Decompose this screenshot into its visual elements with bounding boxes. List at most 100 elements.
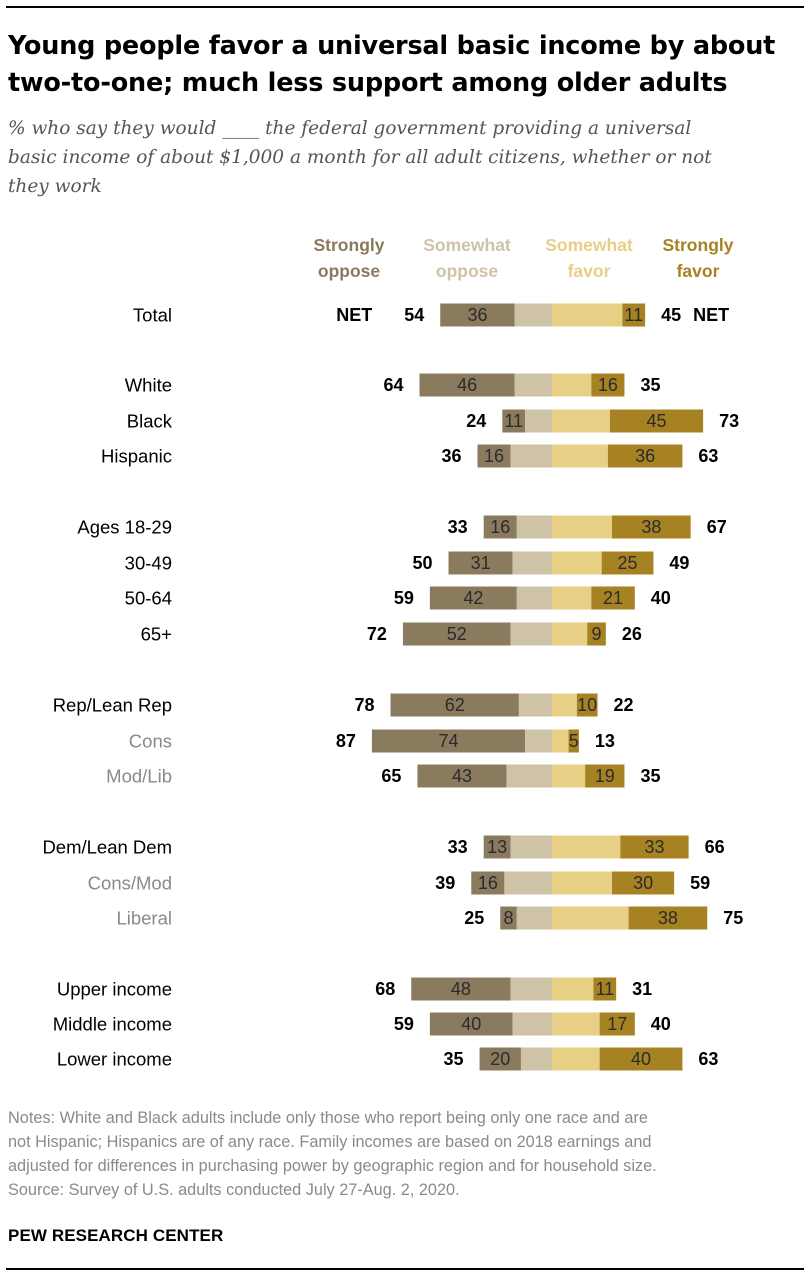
bar-strongly-oppose [483, 515, 517, 539]
bar-somewhat-favor [552, 871, 613, 895]
bar-strongly-oppose [471, 871, 505, 895]
data-label-strongly-favor: 19 [595, 766, 615, 786]
bar-strongly-favor [593, 977, 617, 1001]
bar-strongly-oppose [479, 1047, 521, 1071]
row-label: 65+ [141, 624, 172, 645]
bar-strongly-oppose [448, 551, 513, 575]
net-favor-value: 66 [705, 837, 725, 857]
bar-somewhat-oppose [510, 622, 552, 646]
net-favor-value: 13 [595, 731, 615, 751]
net-favor-value: 73 [719, 411, 739, 431]
legend-somewhat-favor-label: favor [568, 261, 611, 281]
data-label-strongly-favor: 16 [598, 375, 618, 395]
bar-strongly-favor [599, 1047, 683, 1071]
legend-strongly-oppose-label: Strongly [314, 235, 385, 255]
net-oppose-value: 24 [466, 411, 486, 431]
data-label-strongly-oppose: 31 [471, 553, 491, 573]
data-label-strongly-oppose: 42 [463, 588, 483, 608]
data-label-strongly-favor: 30 [633, 873, 653, 893]
net-oppose-value: 33 [448, 837, 468, 857]
data-label-strongly-oppose: 16 [490, 517, 510, 537]
bar-strongly-oppose [417, 764, 507, 788]
data-label-strongly-oppose: 13 [487, 837, 507, 857]
row-label: Lower income [57, 1049, 172, 1070]
bar-somewhat-oppose [512, 551, 552, 575]
bar-strongly-favor [622, 303, 646, 327]
bar-somewhat-oppose [516, 586, 552, 610]
bar-strongly-favor [585, 764, 625, 788]
bar-somewhat-oppose [520, 1047, 552, 1071]
bar-somewhat-favor [552, 1012, 600, 1036]
net-favor-value: 75 [723, 908, 743, 928]
brand-name: PEW RESEARCH CENTER [8, 1226, 224, 1245]
bar-strongly-oppose [429, 586, 517, 610]
bar-strongly-oppose [419, 373, 515, 397]
bar-strongly-oppose [411, 977, 511, 1001]
net-oppose-value: 35 [444, 1049, 464, 1069]
bar-strongly-favor [587, 622, 606, 646]
bar-somewhat-favor [552, 764, 586, 788]
data-label-strongly-favor: 38 [641, 517, 661, 537]
bar-strongly-oppose [483, 835, 511, 859]
data-label-strongly-favor: 33 [644, 837, 664, 857]
net-oppose-value: 72 [367, 624, 387, 644]
bar-somewhat-oppose [510, 444, 552, 468]
net-oppose-value: 68 [375, 979, 395, 999]
data-label-strongly-favor: 40 [631, 1049, 651, 1069]
bar-strongly-favor [620, 835, 689, 859]
legend-strongly-favor-label: Strongly [663, 235, 734, 255]
net-favor-value: 35 [640, 766, 660, 786]
net-oppose-value: 59 [394, 588, 414, 608]
bar-strongly-favor [607, 444, 683, 468]
data-label-strongly-oppose: 40 [461, 1014, 481, 1034]
data-label-strongly-favor: 5 [569, 731, 579, 751]
row-label: Black [127, 411, 173, 432]
data-label-strongly-favor: 25 [618, 553, 638, 573]
bar-somewhat-oppose [525, 729, 552, 753]
bar-somewhat-favor [552, 977, 594, 1001]
row-label: Liberal [116, 908, 172, 929]
row-label: White [125, 375, 172, 396]
data-label-strongly-favor: 21 [603, 588, 623, 608]
notes-line: Notes: White and Black adults include on… [8, 1109, 648, 1127]
top-rule [6, 6, 804, 8]
net-favor-value: 63 [698, 446, 718, 466]
net-oppose-value: 65 [381, 766, 401, 786]
bar-somewhat-favor [552, 693, 577, 717]
row-label: Ages 18-29 [77, 517, 172, 538]
net-favor-value: 35 [640, 375, 660, 395]
chart-subtitle: % who say they would ____ the federal go… [8, 114, 798, 201]
bar-strongly-favor [576, 693, 598, 717]
data-label-strongly-oppose: 20 [490, 1049, 510, 1069]
notes-line: adjusted for differences in purchasing p… [8, 1157, 657, 1175]
legend-somewhat-favor-label: Somewhat [545, 235, 633, 255]
bar-somewhat-favor [552, 515, 613, 539]
data-label-strongly-oppose: 8 [504, 908, 514, 928]
net-oppose-value: 39 [435, 873, 455, 893]
data-label-strongly-favor: 11 [624, 305, 643, 325]
bar-somewhat-favor [552, 373, 592, 397]
net-oppose-value: 50 [412, 553, 432, 573]
net-favor-value: 26 [622, 624, 642, 644]
bar-somewhat-favor [552, 586, 592, 610]
bar-somewhat-favor [552, 409, 610, 433]
bar-somewhat-oppose [510, 835, 552, 859]
bar-strongly-favor [591, 586, 635, 610]
legend-somewhat-oppose-label: Somewhat [423, 235, 511, 255]
bar-strongly-favor [612, 871, 675, 895]
bar-somewhat-favor [552, 835, 621, 859]
bar-strongly-oppose [402, 622, 511, 646]
net-favor-value: 49 [669, 553, 689, 573]
net-favor-value: 67 [707, 517, 727, 537]
data-label-strongly-favor: 36 [635, 446, 655, 466]
row-label: Dem/Lean Dem [42, 837, 172, 858]
bar-somewhat-favor [552, 444, 608, 468]
data-label-strongly-oppose: 16 [478, 873, 498, 893]
chart-subtitle-line: they work [8, 176, 102, 197]
row-label: Hispanic [101, 446, 172, 467]
bar-strongly-favor [609, 409, 704, 433]
bar-somewhat-favor [552, 551, 602, 575]
row-label: 30-49 [125, 553, 172, 574]
bar-strongly-favor [628, 906, 708, 930]
bar-somewhat-favor [552, 1047, 600, 1071]
